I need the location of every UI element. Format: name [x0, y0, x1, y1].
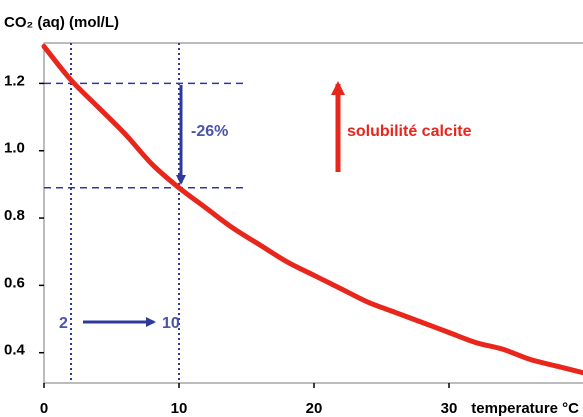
- x-tick-label: 10: [171, 400, 188, 417]
- temp-from-label: 2: [59, 315, 68, 332]
- y-tick-label: 0.6: [4, 274, 25, 291]
- percent-change-label: -26%: [191, 123, 228, 140]
- y-tick-label: 1.0: [4, 140, 25, 157]
- y-axis-title: CO₂ (aq) (mol/L): [4, 14, 119, 31]
- temp-to-label: 10: [162, 315, 180, 332]
- x-ticks: 0 10 20 30: [40, 383, 458, 417]
- plot-frame: [43, 42, 583, 384]
- x-tick-label: 20: [306, 400, 323, 417]
- y-tick-label: 0.8: [4, 207, 25, 224]
- solubility-label: solubilité calcite: [347, 123, 472, 140]
- y-tick-label: 0.4: [4, 342, 26, 359]
- x-axis-title: temperature °C: [471, 400, 579, 417]
- x-tick-label: 0: [40, 400, 48, 417]
- reference-lines: [44, 43, 247, 383]
- solubility-curve: [41, 43, 583, 376]
- y-tick-label: 1.2: [4, 72, 25, 89]
- y-ticks: 0.4 0.6 0.8 1.0 1.2: [4, 72, 44, 359]
- x-tick-label: 30: [441, 400, 458, 417]
